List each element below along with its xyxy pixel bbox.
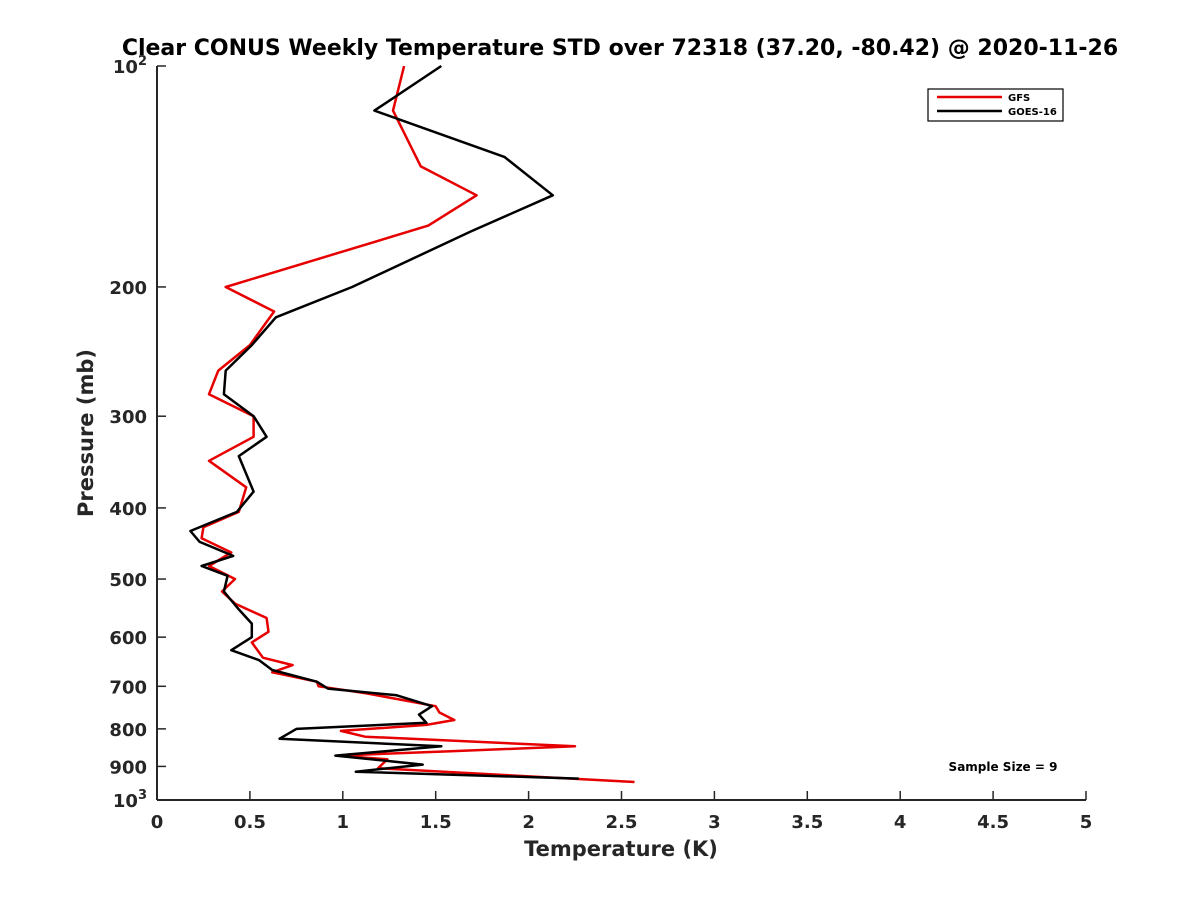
sample-size-annotation: Sample Size = 9 — [949, 760, 1058, 774]
y-tick-label: 400 — [109, 499, 147, 520]
y-tick-label: 102 — [113, 54, 147, 78]
y-tick-label: 300 — [109, 407, 147, 428]
y-tick-label: 600 — [109, 628, 147, 649]
series-line-goes-16 — [189, 64, 579, 780]
legend-box — [927, 88, 1064, 122]
legend-label-gfs: GFS — [1008, 93, 1030, 104]
series-layer — [189, 64, 635, 784]
chart-title: Clear CONUS Weekly Temperature STD over … — [122, 36, 1118, 61]
x-tick-label: 2 — [522, 812, 535, 833]
y-tick-label: 900 — [109, 757, 147, 778]
x-tick-label: 5 — [1080, 812, 1093, 833]
x-tick-label: 1 — [337, 812, 350, 833]
y-ticks: 102 200 300 400 500 600 700 800 900 103 — [109, 54, 166, 812]
x-tick-label: 4.5 — [977, 812, 1009, 833]
y-axis-label: Pressure (mb) — [74, 349, 98, 517]
x-ticks: 0 0.5 1 1.5 2 2.5 3 3.5 4 4.5 5 — [151, 791, 1093, 833]
x-tick-label: 1.5 — [420, 812, 452, 833]
y-tick-label: 200 — [109, 278, 147, 299]
x-tick-label: 0 — [151, 812, 164, 833]
legend: GFS GOES-16 — [927, 88, 1064, 122]
y-tick-label: 500 — [109, 570, 147, 591]
x-tick-label: 3 — [708, 812, 721, 833]
plot-area — [157, 66, 1086, 800]
y-tick-label: 103 — [113, 788, 147, 812]
x-tick-label: 0.5 — [234, 812, 266, 833]
x-tick-label: 2.5 — [606, 812, 638, 833]
x-axis-label: Temperature (K) — [524, 837, 718, 861]
y-tick-label: 700 — [109, 677, 147, 698]
x-tick-label: 4 — [894, 812, 907, 833]
legend-label-goes-16: GOES-16 — [1008, 107, 1057, 118]
y-tick-label: 800 — [109, 720, 147, 741]
x-tick-label: 3.5 — [791, 812, 823, 833]
